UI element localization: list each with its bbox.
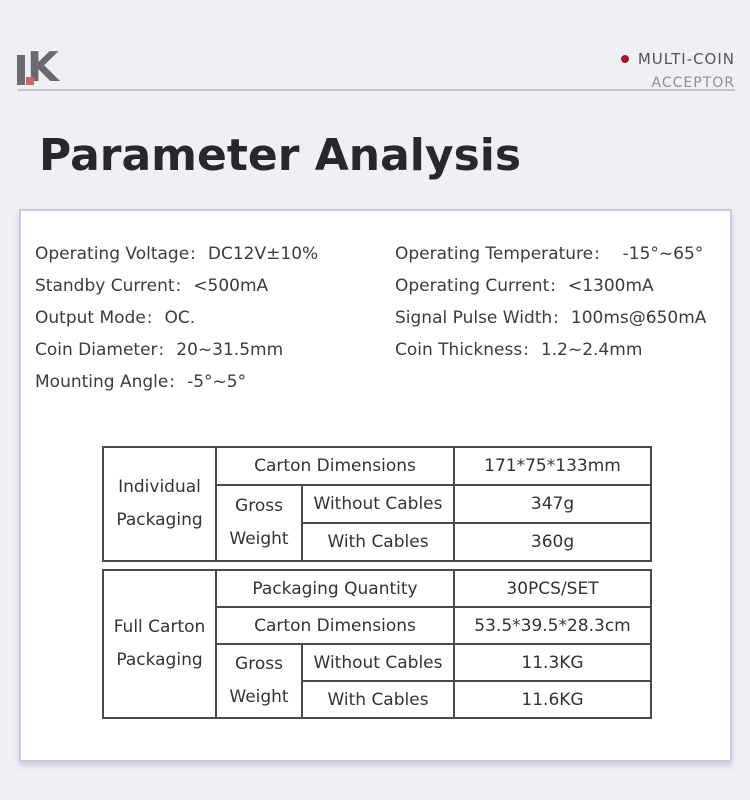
spec-panel: Operating Voltage: DC12V±10% Standby Curr…	[19, 209, 732, 762]
spec-label: Coin Diameter	[35, 340, 158, 360]
spec-row: Coin Thickness: 1.2~2.4mm	[395, 334, 706, 366]
gross-weight-line: Weight	[229, 687, 289, 707]
spec-row: Operating Voltage: DC12V±10%	[35, 238, 318, 270]
group-label-cell: Individual Packaging	[102, 446, 217, 562]
logo-bar-shape	[17, 55, 25, 85]
spec-colon: :	[175, 276, 182, 296]
red-bullet-icon	[620, 55, 629, 63]
with-cables-value-cell: 11.6KG	[453, 680, 653, 719]
spec-value: <1300mA	[567, 276, 654, 296]
without-cables-value-cell: 11.3KG	[453, 643, 653, 682]
brand-logo: K	[17, 47, 77, 88]
tagline-line1: MULTI-COIN	[620, 50, 735, 68]
gross-weight-cell: Gross Weight	[215, 643, 303, 719]
page-title: Parameter Analysis	[39, 130, 522, 181]
spec-value: DC12V±10%	[207, 244, 319, 264]
spec-label: Coin Thickness	[395, 340, 523, 360]
spec-label: Operating Current	[395, 276, 550, 296]
spec-colon: :	[594, 244, 600, 264]
table-row: Individual Packaging Carton Dimensions 1…	[102, 446, 652, 562]
without-cables-value-cell: 347g	[453, 484, 652, 524]
gross-weight-cell: Gross Weight	[215, 484, 303, 562]
carton-dimensions-value-cell: 171*75*133mm	[453, 446, 652, 486]
spec-colon: :	[146, 308, 153, 328]
spec-column-right: Operating Temperature: -15°~65° Operatin…	[395, 238, 706, 366]
spec-colon: :	[523, 340, 529, 360]
spec-colon: :	[553, 308, 559, 328]
tagline-line1-text: MULTI-COIN	[637, 50, 735, 68]
individual-packaging-table: Individual Packaging Carton Dimensions 1…	[102, 446, 652, 562]
spec-label: Mounting Angle	[35, 372, 169, 392]
packaging-quantity-label-cell: Packaging Quantity	[214, 569, 456, 608]
table-row: With Cables 360g	[103, 522, 652, 562]
spec-label: Signal Pulse Width	[395, 308, 553, 328]
spec-value: 100ms@650mA	[570, 308, 707, 328]
without-cables-label-cell: Without Cables	[300, 643, 456, 682]
spec-value: OC.	[164, 308, 196, 328]
full-carton-packaging-table: Full Carton Packaging Packaging Quantity…	[102, 569, 653, 719]
group-label-cell: Full Carton Packaging	[102, 569, 217, 719]
tagline-line2: ACCEPTOR	[651, 75, 735, 91]
group-label-line: Individual	[118, 477, 201, 497]
with-cables-label-cell: With Cables	[300, 680, 456, 719]
spec-value: 20~31.5mm	[176, 340, 284, 360]
gross-weight-line: Gross	[235, 654, 283, 674]
group-label-line: Full Carton	[113, 617, 206, 637]
packaging-quantity-value-cell: 30PCS/SET	[453, 569, 653, 608]
carton-dimensions-value-cell: 53.5*39.5*28.3cm	[453, 606, 653, 645]
spec-value: 1.2~2.4mm	[540, 340, 643, 360]
spec-label: Output Mode	[35, 308, 146, 328]
spec-row: Coin Diameter: 20~31.5mm	[35, 334, 318, 366]
with-cables-label-cell: With Cables	[301, 522, 455, 562]
spec-row: Signal Pulse Width: 100ms@650mA	[395, 302, 706, 334]
spec-label: Standby Current	[35, 276, 175, 296]
table-row: Carton Dimensions 53.5*39.5*28.3cm	[103, 606, 653, 645]
spec-value: -15°~65°	[611, 244, 704, 264]
without-cables-label-cell: Without Cables	[301, 484, 455, 524]
spec-value: -5°~5°	[187, 372, 247, 392]
spec-colon: :	[169, 372, 176, 392]
spec-row: Output Mode: OC.	[35, 302, 318, 334]
spec-label: Operating Voltage	[35, 244, 190, 264]
spec-row: Standby Current: <500mA	[35, 270, 318, 302]
table-row: Full Carton Packaging Packaging Quantity…	[102, 569, 653, 719]
spec-colon: :	[158, 340, 165, 360]
product-tagline: MULTI-COIN ACCEPTOR	[620, 50, 735, 91]
spec-row: Operating Temperature: -15°~65°	[395, 238, 706, 270]
header-divider	[18, 89, 735, 91]
group-label-line: Packaging	[116, 650, 203, 670]
spec-label: Operating Temperature	[395, 244, 594, 264]
table-row: With Cables 11.6KG	[103, 680, 653, 719]
spec-column-left: Operating Voltage: DC12V±10% Standby Curr…	[35, 238, 318, 398]
spec-value: <500mA	[193, 276, 269, 296]
spec-colon: :	[190, 244, 196, 264]
with-cables-value-cell: 360g	[453, 522, 652, 562]
spec-row: Operating Current: <1300mA	[395, 270, 706, 302]
gross-weight-line: Weight	[229, 529, 289, 549]
group-label-line: Packaging	[116, 510, 203, 530]
spec-colon: :	[550, 276, 556, 296]
table-row: Gross Weight Without Cables 347g	[103, 484, 652, 562]
table-row: Gross Weight Without Cables 11.3KG	[103, 643, 653, 719]
carton-dimensions-label-cell: Carton Dimensions	[215, 446, 455, 486]
logo-red-square	[26, 77, 34, 85]
spec-row: Mounting Angle: -5°~5°	[35, 366, 318, 398]
gross-weight-line: Gross	[235, 496, 283, 516]
carton-dimensions-label-cell: Carton Dimensions	[214, 606, 456, 645]
